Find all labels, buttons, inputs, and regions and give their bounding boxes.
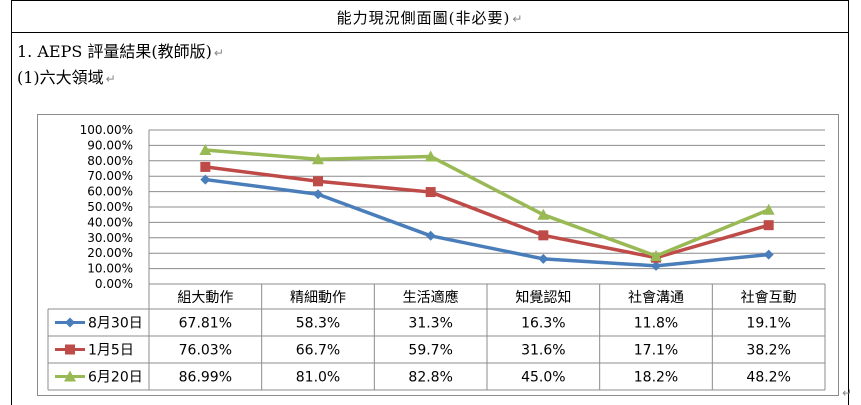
data-label: 81.0% (296, 370, 340, 386)
data-label: 86.99% (179, 370, 232, 386)
data-label: 76.03% (179, 343, 232, 359)
document-border-left (11, 0, 12, 405)
data-label: 17.1% (634, 343, 678, 359)
category-label: 精細動作 (290, 290, 346, 306)
category-label: 社會溝通 (628, 290, 684, 306)
series-lines (199, 144, 775, 271)
return-mark-icon: ↵ (512, 12, 524, 26)
document-border-right (848, 0, 849, 405)
page-title: 能力現況側面圖(非必要) ↵ (11, 7, 849, 28)
y-tick-label: 20.00% (87, 246, 133, 260)
data-label: 11.8% (634, 316, 678, 332)
section-title: 1. AEPS 評量結果(教師版) ↵ (17, 38, 224, 62)
return-mark-icon: ↵ (842, 386, 853, 400)
data-label: 48.2% (746, 370, 790, 386)
data-point (313, 189, 323, 200)
data-point (762, 203, 775, 215)
y-tick-label: 0.00% (95, 277, 133, 291)
legend-label: 6月20日 (88, 370, 143, 386)
y-tick-label: 70.00% (87, 169, 133, 183)
legend-marker (65, 317, 75, 328)
y-tick-label: 30.00% (87, 231, 133, 245)
data-label: 16.3% (521, 316, 565, 332)
return-mark-icon: ↵ (213, 46, 224, 60)
y-axis-ticks: 100.00%90.00% 80.00%70.00% 60.00%50.00%40.… (80, 123, 133, 291)
legend-label: 8月30日 (88, 316, 143, 332)
series-line (205, 148, 770, 258)
legend-marker (65, 344, 75, 355)
data-label: 66.7% (296, 343, 340, 359)
data-label: 82.8% (408, 370, 452, 386)
return-mark-icon: ↵ (105, 72, 116, 86)
data-point (537, 208, 550, 220)
y-tick-label: 90.00% (87, 138, 133, 152)
data-point (200, 161, 211, 172)
data-label: 19.1% (746, 316, 790, 332)
data-point (651, 260, 661, 271)
subsection-title: (1)六大領域 ↵ (17, 64, 116, 88)
data-point (538, 230, 549, 241)
data-point (200, 174, 211, 185)
legend-marker (64, 370, 76, 382)
data-label: 67.81% (179, 316, 232, 332)
header-row: 能力現況側面圖(非必要) ↵ (11, 0, 849, 33)
category-label: 知覺認知 (515, 289, 571, 306)
data-point (313, 176, 323, 187)
data-point (424, 150, 437, 162)
legend-label: 1月5日 (88, 343, 134, 359)
data-point (425, 230, 436, 241)
y-tick-label: 100.00% (80, 123, 133, 137)
category-label: 社會互動 (741, 290, 797, 306)
data-table: 組大動作 精細動作 生活適應 知覺認知 社會溝通 社會互動 8月30日 67.81% 58.3%… (47, 284, 826, 391)
data-point (538, 253, 549, 264)
data-point (425, 187, 436, 198)
data-label: 45.0% (521, 370, 565, 386)
category-label: 生活適應 (403, 289, 459, 306)
data-label: 18.2% (634, 370, 678, 386)
data-point (763, 220, 774, 231)
y-tick-label: 60.00% (87, 185, 133, 199)
series-line (205, 177, 769, 268)
series-line (205, 165, 770, 260)
y-tick-label: 40.00% (87, 215, 133, 229)
data-point (312, 153, 324, 165)
subsection-title-text: (1)六大領域 (17, 68, 104, 87)
category-label: 組大動作 (177, 290, 233, 306)
page-title-text: 能力現況側面圖(非必要) (336, 9, 511, 27)
y-tick-label: 80.00% (87, 154, 133, 168)
data-point (763, 249, 774, 260)
data-label: 58.3% (296, 316, 340, 332)
data-point (650, 249, 662, 261)
data-label: 38.2% (746, 343, 790, 359)
data-label: 31.3% (408, 316, 452, 332)
y-tick-label: 10.00% (87, 262, 133, 276)
data-point (199, 144, 212, 156)
data-label: 31.6% (521, 343, 565, 359)
section-title-text: 1. AEPS 評量結果(教師版) (17, 42, 212, 61)
y-tick-label: 50.00% (87, 200, 133, 214)
data-label: 59.7% (408, 343, 452, 359)
